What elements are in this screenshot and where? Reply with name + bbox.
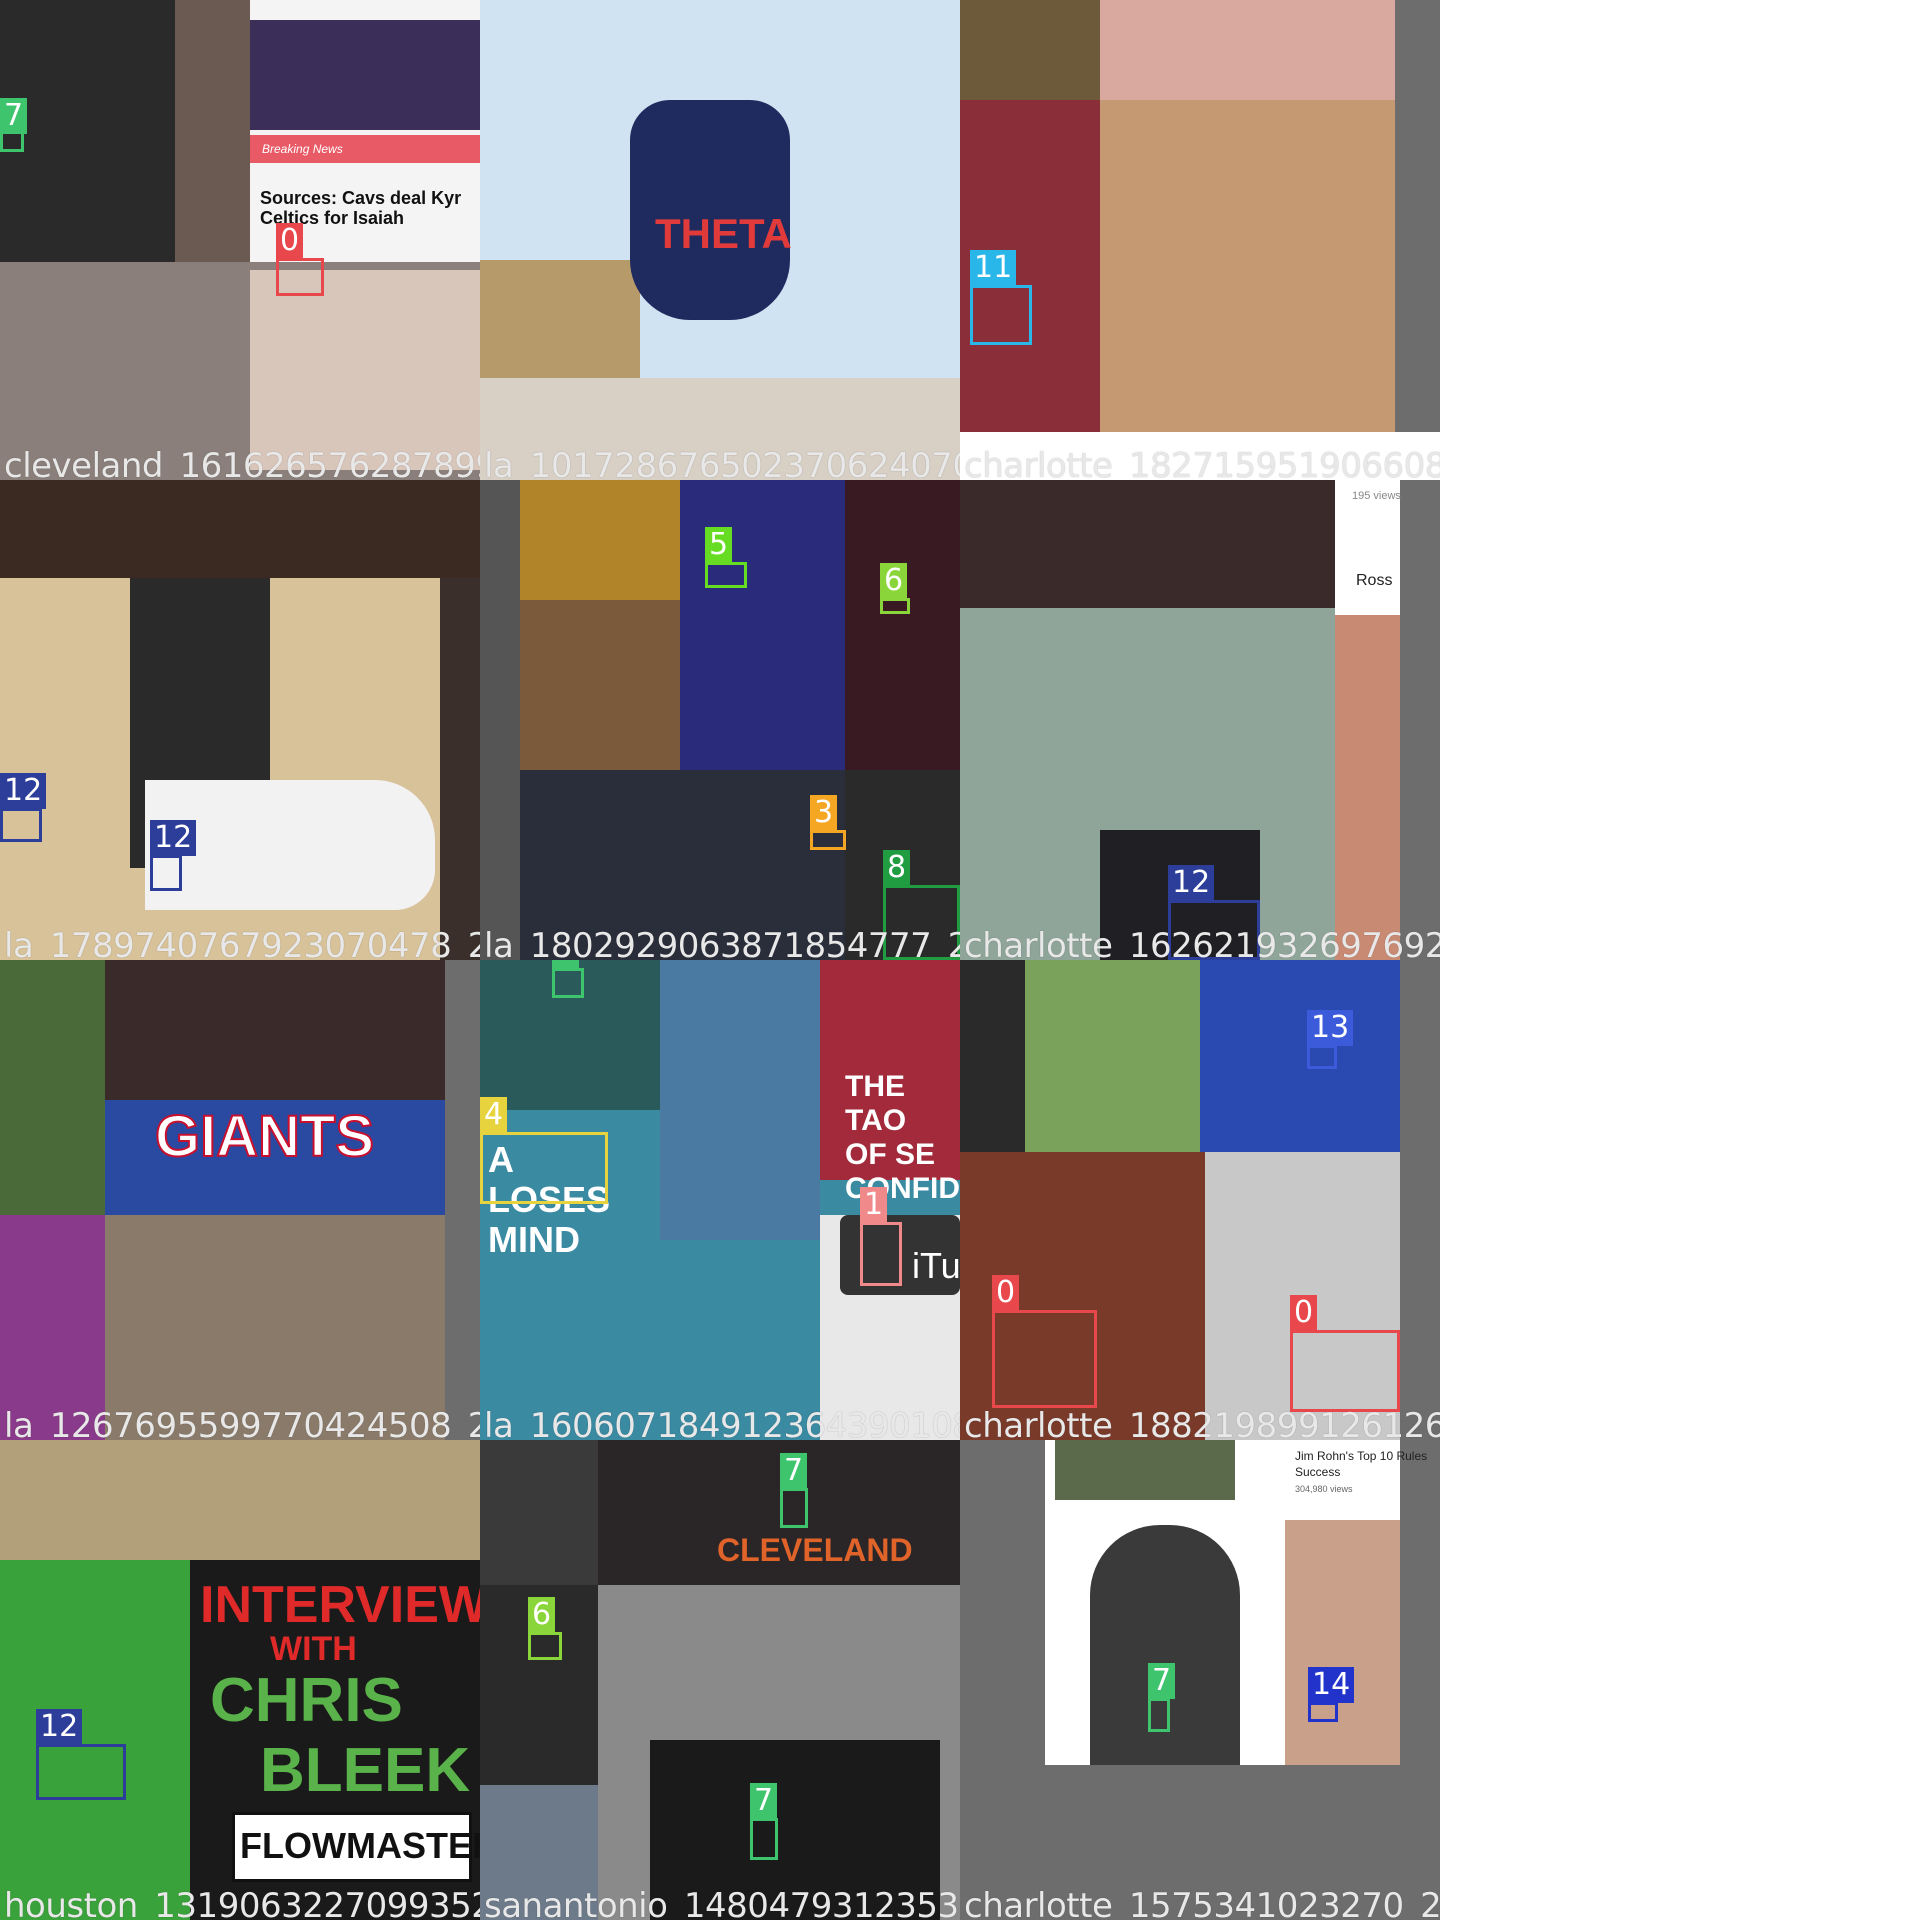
mosaic-tile: Ross 195 views 12 charlotte_162621932697… — [960, 480, 1440, 960]
detection-box: 7 — [0, 98, 28, 152]
poster-chris: CHRIS — [210, 1666, 403, 1735]
tile-filename: la_1802929063871854777_2018 — [484, 926, 960, 960]
mosaic-tile: Jim Rohn's Top 10 Rules Success 304,980 … — [960, 1440, 1440, 1920]
mosaic-tile: 12 12 la_1789740767923070478_201805 — [0, 480, 480, 960]
tile-filename: charlotte_1575341023270_20150423_jpg.rf.… — [964, 1886, 1440, 1920]
detection-box: 6 — [528, 1597, 562, 1660]
shirt-text: THETA — [655, 210, 792, 257]
detection-box: 0 — [992, 1275, 1097, 1408]
detection-box: 8 — [883, 850, 960, 960]
giants-text: GIANTS — [154, 1103, 375, 1170]
video-views: 304,980 views — [1295, 1484, 1353, 1494]
detection-box: 12 — [0, 773, 47, 842]
mosaic-tile: 13 0 0 charlotte_1882198991261260159499_… — [960, 960, 1440, 1440]
news-headline: Sources: Cavs deal Kyr Celtics for Isaia… — [260, 188, 462, 228]
book-title: THE TAO OF SE CONFIDEN — [845, 1070, 960, 1205]
detection-box: 0 — [276, 223, 324, 296]
detection-box: 12 — [150, 820, 197, 891]
mosaic-tile: INTERVIEW WITH CHRIS BLEEK FLOWMASTERS 1… — [0, 1440, 480, 1920]
detection-box: 6 — [880, 563, 910, 614]
detection-box: 5 — [705, 527, 747, 588]
detection-box: 13 — [1307, 1010, 1354, 1069]
mosaic-tile: 11 charlotte_1827159519066080581_2018071… — [960, 0, 1440, 480]
mosaic-tile: THETA la_1017286765023706240701_201 — [480, 0, 960, 480]
poster-flowmasters: FLOWMASTERS — [240, 1825, 480, 1866]
tile-filename: cleveland_1616265762878994521_2 — [4, 446, 480, 480]
mosaic-tile: Breaking News Sources: Cavs deal Kyr Cel… — [0, 0, 480, 480]
detection-box: 12 — [36, 1709, 126, 1800]
detection-box: 14 — [1308, 1667, 1355, 1722]
tile-filename: la_1017286765023706240701_201 — [484, 446, 960, 480]
view-count: 195 views — [1352, 490, 1401, 502]
tile-filename: sanantonio_148047931235353 — [484, 1886, 960, 1920]
breaking-news-label: Breaking News — [262, 142, 343, 156]
detection-box: 12 — [1168, 865, 1260, 960]
tile-filename: la_1789740767923070478_201805 — [4, 926, 480, 960]
poster-with: WITH — [270, 1630, 357, 1668]
detection-box: 4 — [480, 1097, 608, 1204]
mosaic-tile: 5 6 3 8 la_1802929063871854777_2018 — [480, 480, 960, 960]
mosaic-tile: GIANTS la_1267695599770424508_2016 — [0, 960, 480, 1440]
detection-box: 3 — [810, 795, 846, 850]
detection-box: 7 — [552, 960, 584, 998]
tile-filename: charlotte_1626219326976926686092_2017120… — [964, 926, 1440, 960]
mosaic-tile: CLEVELAND 7 6 7 sanantonio_1480479312353… — [480, 1440, 960, 1920]
detection-box: 7 — [1148, 1663, 1176, 1732]
jersey-text: CLEVELAND — [717, 1532, 913, 1568]
detection-box: 7 — [750, 1783, 778, 1860]
detection-box: 11 — [970, 250, 1032, 345]
detection-box: 0 — [1290, 1295, 1400, 1412]
channel-name: Ross — [1356, 572, 1393, 589]
video-title: Jim Rohn's Top 10 Rules Success — [1295, 1449, 1428, 1479]
poster-bleek: BLEEK — [260, 1736, 471, 1805]
itunes-text: iTu — [912, 1245, 960, 1286]
mosaic-tile: THE TAO OF SE CONFIDEN A LOSES MIND iTu … — [480, 960, 960, 1440]
tile-filename: la_1606071849123643901087138 — [484, 1406, 960, 1440]
image-mosaic: Breaking News Sources: Cavs deal Kyr Cel… — [0, 0, 1440, 1920]
tile-filename: charlotte_1882198991261260159499_2018072… — [964, 1406, 1440, 1440]
shirt-slogan: A LOSES MIND — [488, 1139, 611, 1260]
detection-box: 1 — [860, 1187, 902, 1286]
tile-filename: houston_1319063227099352 — [4, 1886, 480, 1920]
tile-filename: charlotte_1827159519066080581_20180715_j — [964, 446, 1440, 480]
tile-filename: la_1267695599770424508_2016 — [4, 1406, 480, 1440]
poster-interview: INTERVIEW — [200, 1576, 480, 1634]
detection-box: 7 — [780, 1453, 808, 1528]
